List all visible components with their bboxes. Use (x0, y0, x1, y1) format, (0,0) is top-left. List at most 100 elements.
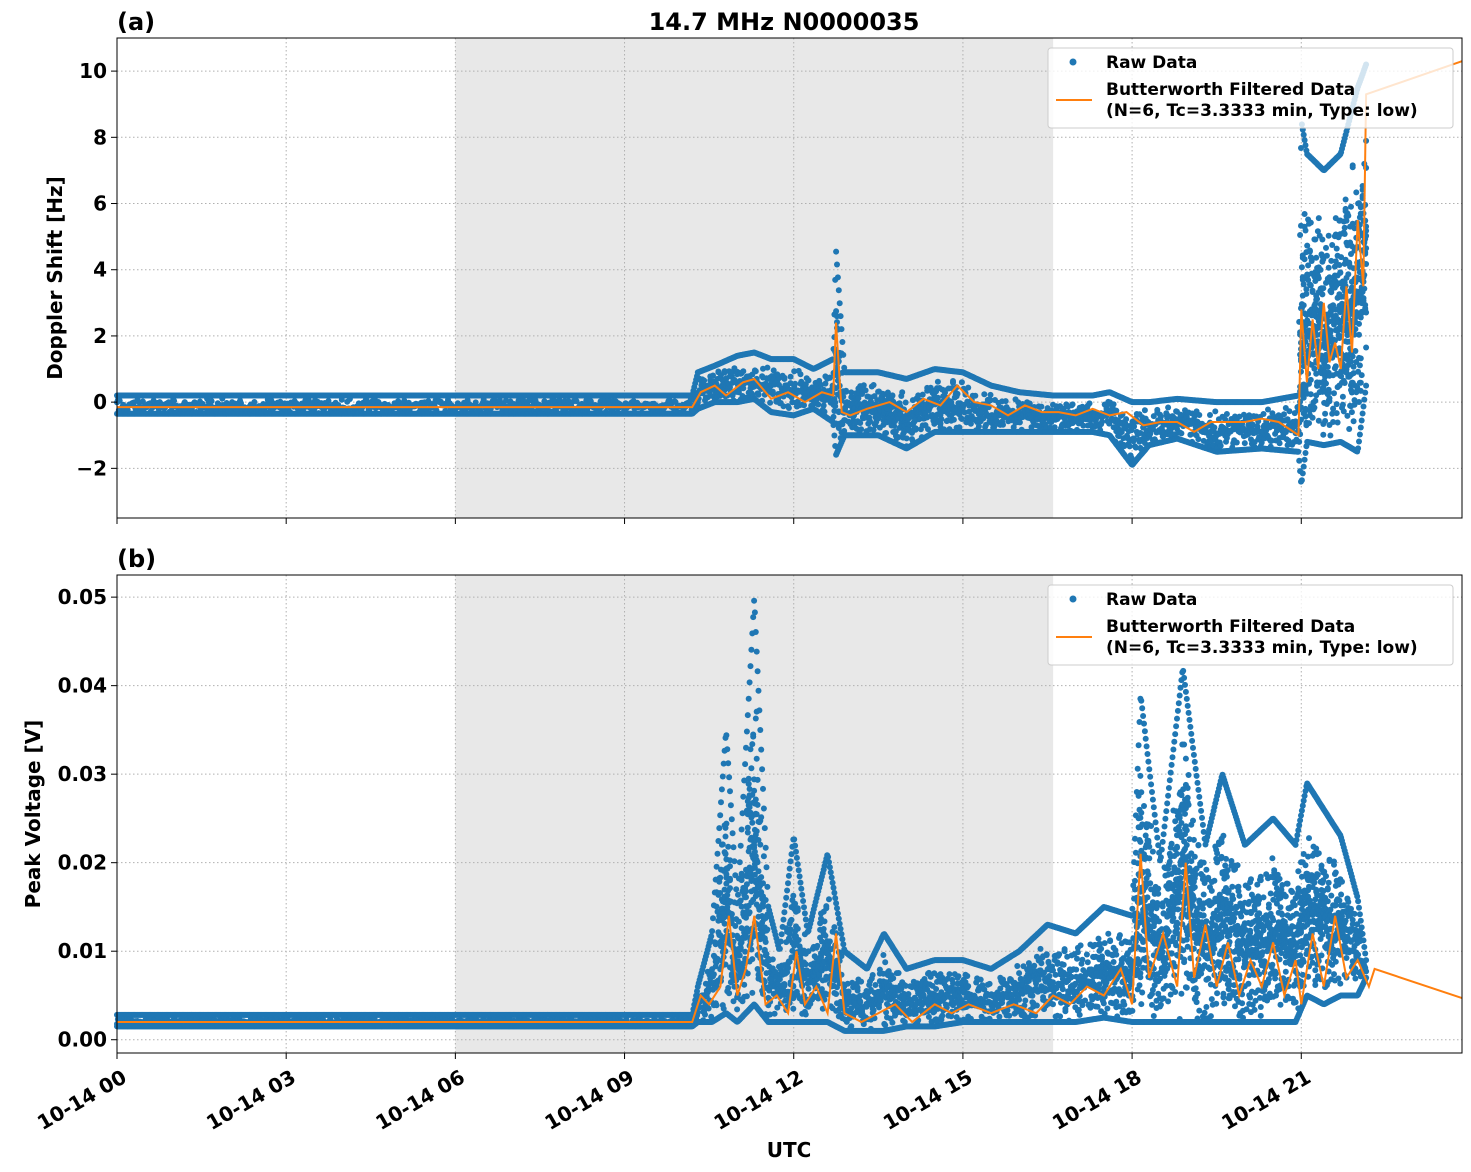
raw-data-point (1195, 436, 1202, 443)
raw-data-point (755, 391, 762, 398)
raw-data-point (958, 379, 965, 386)
raw-data-point (395, 399, 402, 406)
raw-data-point (251, 399, 258, 405)
raw-data-point (1086, 400, 1093, 407)
raw-data-point (797, 371, 804, 378)
raw-data-point (834, 274, 841, 281)
raw-data-point (1298, 264, 1305, 271)
panel-a-raw-series (114, 61, 1370, 485)
raw-data-point (1069, 401, 1076, 408)
raw-data-point (1141, 407, 1148, 414)
raw-data-point (785, 405, 792, 411)
raw-data-point (752, 368, 759, 375)
raw-data-point (950, 416, 957, 423)
raw-data-point (1002, 398, 1009, 405)
raw-data-point (503, 397, 509, 404)
raw-data-point (1302, 227, 1309, 234)
raw-data-point (767, 399, 774, 406)
raw-data-point (1307, 219, 1314, 226)
raw-data-point (116, 397, 123, 404)
raw-data-point (919, 391, 926, 398)
raw-data-point (1301, 137, 1308, 144)
raw-data-point (805, 377, 812, 384)
raw-data-point (987, 391, 994, 398)
raw-data-point (838, 326, 845, 333)
raw-data-point (858, 426, 865, 433)
raw-data-point (832, 403, 839, 410)
raw-data-point (1298, 477, 1305, 484)
raw-data-point (938, 416, 945, 423)
raw-data-point (843, 388, 849, 395)
raw-data-point (787, 373, 794, 380)
raw-data-point (860, 382, 867, 389)
raw-data-point (902, 399, 909, 406)
raw-data-point (831, 432, 838, 439)
raw-data-point (1302, 450, 1309, 456)
raw-data-point (837, 313, 844, 320)
raw-data-point (889, 392, 896, 399)
raw-data-point (171, 397, 178, 404)
raw-data-point (208, 398, 215, 405)
raw-data-point (1207, 412, 1213, 418)
raw-data-point (363, 397, 370, 404)
raw-data-point (238, 400, 244, 407)
panel-a-shade (455, 38, 1054, 518)
raw-data-point (792, 380, 799, 387)
raw-data-point (1300, 463, 1307, 470)
raw-data-point (1196, 412, 1203, 418)
raw-data-point (950, 378, 956, 384)
raw-data-point (1301, 211, 1308, 217)
raw-data-point (835, 287, 842, 294)
raw-data-point (975, 423, 982, 430)
raw-data-point (1276, 440, 1283, 447)
raw-data-point (1223, 411, 1230, 417)
raw-data-point (1123, 416, 1130, 423)
raw-data-point (925, 426, 931, 433)
raw-data-point (883, 430, 890, 436)
raw-data-point (1301, 256, 1308, 263)
raw-data-point (1286, 408, 1293, 415)
raw-data-point (769, 388, 776, 395)
raw-data-point (1165, 404, 1172, 411)
raw-data-point (1000, 421, 1006, 428)
raw-data-point (1178, 430, 1185, 437)
raw-data-point (1306, 248, 1313, 255)
raw-data-point (1038, 403, 1045, 410)
raw-data-point (1306, 420, 1312, 427)
raw-data-point (820, 402, 827, 409)
raw-data-point (401, 397, 408, 404)
raw-data-point (833, 308, 840, 315)
raw-data-point (1295, 448, 1302, 455)
raw-data-point (899, 389, 906, 396)
raw-data-point (740, 368, 747, 375)
raw-data-point (764, 364, 771, 371)
raw-data-point (1302, 142, 1309, 149)
raw-data-point (912, 425, 919, 432)
raw-data-point (1212, 408, 1219, 415)
raw-data-point (1110, 401, 1117, 408)
raw-data-point (1157, 413, 1164, 420)
raw-data-point (954, 390, 961, 397)
raw-data-point (826, 374, 833, 381)
raw-data-point (781, 374, 788, 381)
raw-data-point (862, 387, 869, 394)
raw-data-point (1126, 443, 1133, 450)
raw-data-point (839, 339, 846, 345)
figure-title: 14.7 MHz N0000035 (649, 8, 920, 36)
raw-data-point (1296, 457, 1303, 464)
raw-data-point (1300, 302, 1307, 309)
raw-data-point (981, 391, 988, 398)
raw-data-point (1307, 282, 1314, 289)
raw-data-point (1307, 376, 1314, 383)
raw-data-point (840, 351, 847, 358)
raw-data-point (972, 392, 979, 399)
raw-data-point (965, 384, 972, 391)
raw-data-point (815, 401, 822, 408)
raw-data-point (801, 402, 807, 409)
raw-data-point (1233, 439, 1240, 446)
raw-data-point (903, 435, 910, 442)
raw-data-point (870, 382, 877, 388)
raw-data-point (1299, 470, 1306, 477)
